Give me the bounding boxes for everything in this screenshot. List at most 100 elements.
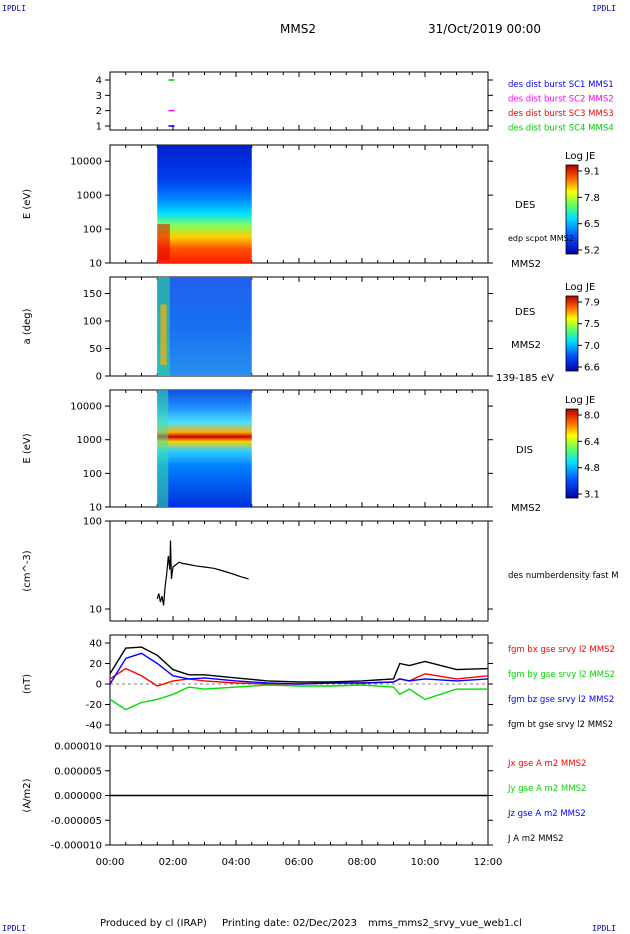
legend-entry: Jy gse A m2 MMS2 [507,784,586,794]
y-axis-label: E (eV) [22,433,33,463]
corner-label-top-left: IPDLI [2,4,27,13]
time-tick-label: 04:00 [222,857,251,868]
y-tick-label: 1000 [77,435,102,446]
spacecraft-label: MMS2 [511,503,541,514]
date-title: 31/Oct/2019 00:00 [428,22,542,36]
colorbar-tick-label: 7.0 [584,341,600,352]
y-tick-label: 10 [89,605,102,616]
energy-range-label: 139-185 eV [496,373,554,384]
y-tick-label: 3 [96,91,102,102]
legend-entry: des numberdensity fast M [508,571,619,581]
y-tick-label: 100 [83,225,102,236]
colorbar-tick-label: 3.1 [584,490,600,501]
time-tick-label: 00:00 [96,857,125,868]
colorbar-tick-label: 8.0 [584,411,600,422]
colorbar-tick-label: 7.9 [584,298,600,309]
time-tick-label: 10:00 [411,857,440,868]
legend-entry: fgm bx gse srvy l2 MMS2 [508,645,615,655]
des-energy-spectrogram [157,145,252,263]
legend-entry: des dist burst SC3 MMS3 [508,109,614,119]
y-tick-label: 100 [83,517,102,528]
spacecraft-title: MMS2 [280,22,316,36]
colorbar-tick-label: 5.2 [584,246,600,257]
y-axis-label: (A/m2) [22,778,33,812]
des-energy-hot-region [157,224,170,261]
time-tick-label: 06:00 [285,857,314,868]
b-by-line [109,684,488,711]
y-tick-label: 0.000010 [54,742,102,753]
y-tick-label: 50 [89,344,102,355]
y-axis-label: E (eV) [22,189,33,219]
colorbar-tick-label: 4.8 [584,463,600,474]
instrument-label: DES [515,200,535,211]
y-tick-label: 0 [96,680,102,691]
y-tick-label: 40 [89,639,102,650]
panel-frame [109,71,489,131]
y-tick-label: -0.000010 [51,841,102,852]
y-tick-label: 10000 [70,157,102,168]
time-tick-label: 02:00 [159,857,188,868]
y-tick-label: -20 [86,700,102,711]
time-tick-label: 12:00 [474,857,503,868]
des-pitch-hot-region [160,304,167,365]
colorbar [565,295,579,372]
b-bz-line [109,652,489,685]
colorbar-tick-label: 6.6 [584,363,600,374]
y-axis-label: a (deg) [22,308,33,344]
instrument-label: DIS [516,445,533,456]
colorbar-title: Log JE [565,282,595,293]
legend-entry: fgm by gse srvy l2 MMS2 [508,670,615,680]
colorbar-title: Log JE [565,395,595,406]
colorbar-tick-label: 9.1 [584,167,600,178]
legend-entry: fgm bz gse srvy l2 MMS2 [508,695,614,705]
spacecraft-label: MMS2 [511,340,541,351]
footer-printing-date: Printing date: 02/Dec/2023 [222,918,358,929]
legend-entry: Jx gse A m2 MMS2 [507,759,586,769]
instrument-label: DES [515,307,535,318]
y-tick-label: 1000 [77,191,102,202]
legend-entry: des dist burst SC4 MMS4 [508,124,614,134]
legend-entry: des dist burst SC1 MMS1 [508,80,614,90]
colorbar-title: Log JE [565,151,595,162]
colorbar-tick-label: 6.5 [584,219,600,230]
colorbar-tick-label: 7.5 [584,319,600,330]
y-tick-label: 10 [89,259,102,270]
des-pitch-spectrogram [157,277,252,376]
footer-produced-by: Produced by cl (IRAP) [100,918,207,929]
y-tick-label: 10000 [70,402,102,413]
corner-label-bottom-right: IPDLI [591,924,616,933]
legend-entry: des dist burst SC2 MMS2 [508,95,614,105]
colorbar [565,164,579,255]
y-tick-label: -0.000005 [51,816,102,827]
colorbar-tick-label: 7.8 [584,193,600,204]
y-axis-label: (nT) [22,674,33,694]
y-tick-label: 150 [83,289,102,300]
y-tick-label: 0.000000 [54,791,102,802]
dis-energy-burst-region [157,390,169,507]
time-tick-label: 08:00 [348,857,377,868]
y-tick-label: 20 [89,659,102,670]
y-tick-label: -40 [86,721,102,732]
overlay-label: edp scpot MMS2 [508,234,574,243]
y-axis-label: (cm^-3) [22,550,33,591]
corner-label-top-right: IPDLI [591,4,616,13]
y-tick-label: 10 [89,503,102,514]
corner-label-bottom-left: IPDLI [2,924,27,933]
y-tick-label: 0 [96,372,102,383]
y-tick-label: 4 [96,76,102,87]
colorbar-tick-label: 6.4 [584,437,600,448]
footer-file: mms_mms2_srvy_vue_web1.cl [368,918,522,929]
y-tick-label: 100 [83,469,102,480]
y-tick-label: 2 [96,106,102,117]
b-bt-line [109,646,489,683]
legend-entry: fgm bt gse srvy l2 MMS2 [508,720,613,730]
spacecraft-label: MMS2 [511,259,541,270]
colorbar [565,408,579,499]
legend-entry: Jz gse A m2 MMS2 [507,809,586,819]
y-tick-label: 1 [96,122,102,133]
density-line [156,540,249,606]
dis-energy-spectrogram [157,390,252,507]
y-tick-label: 100 [83,317,102,328]
y-tick-label: 0.000005 [54,766,102,777]
